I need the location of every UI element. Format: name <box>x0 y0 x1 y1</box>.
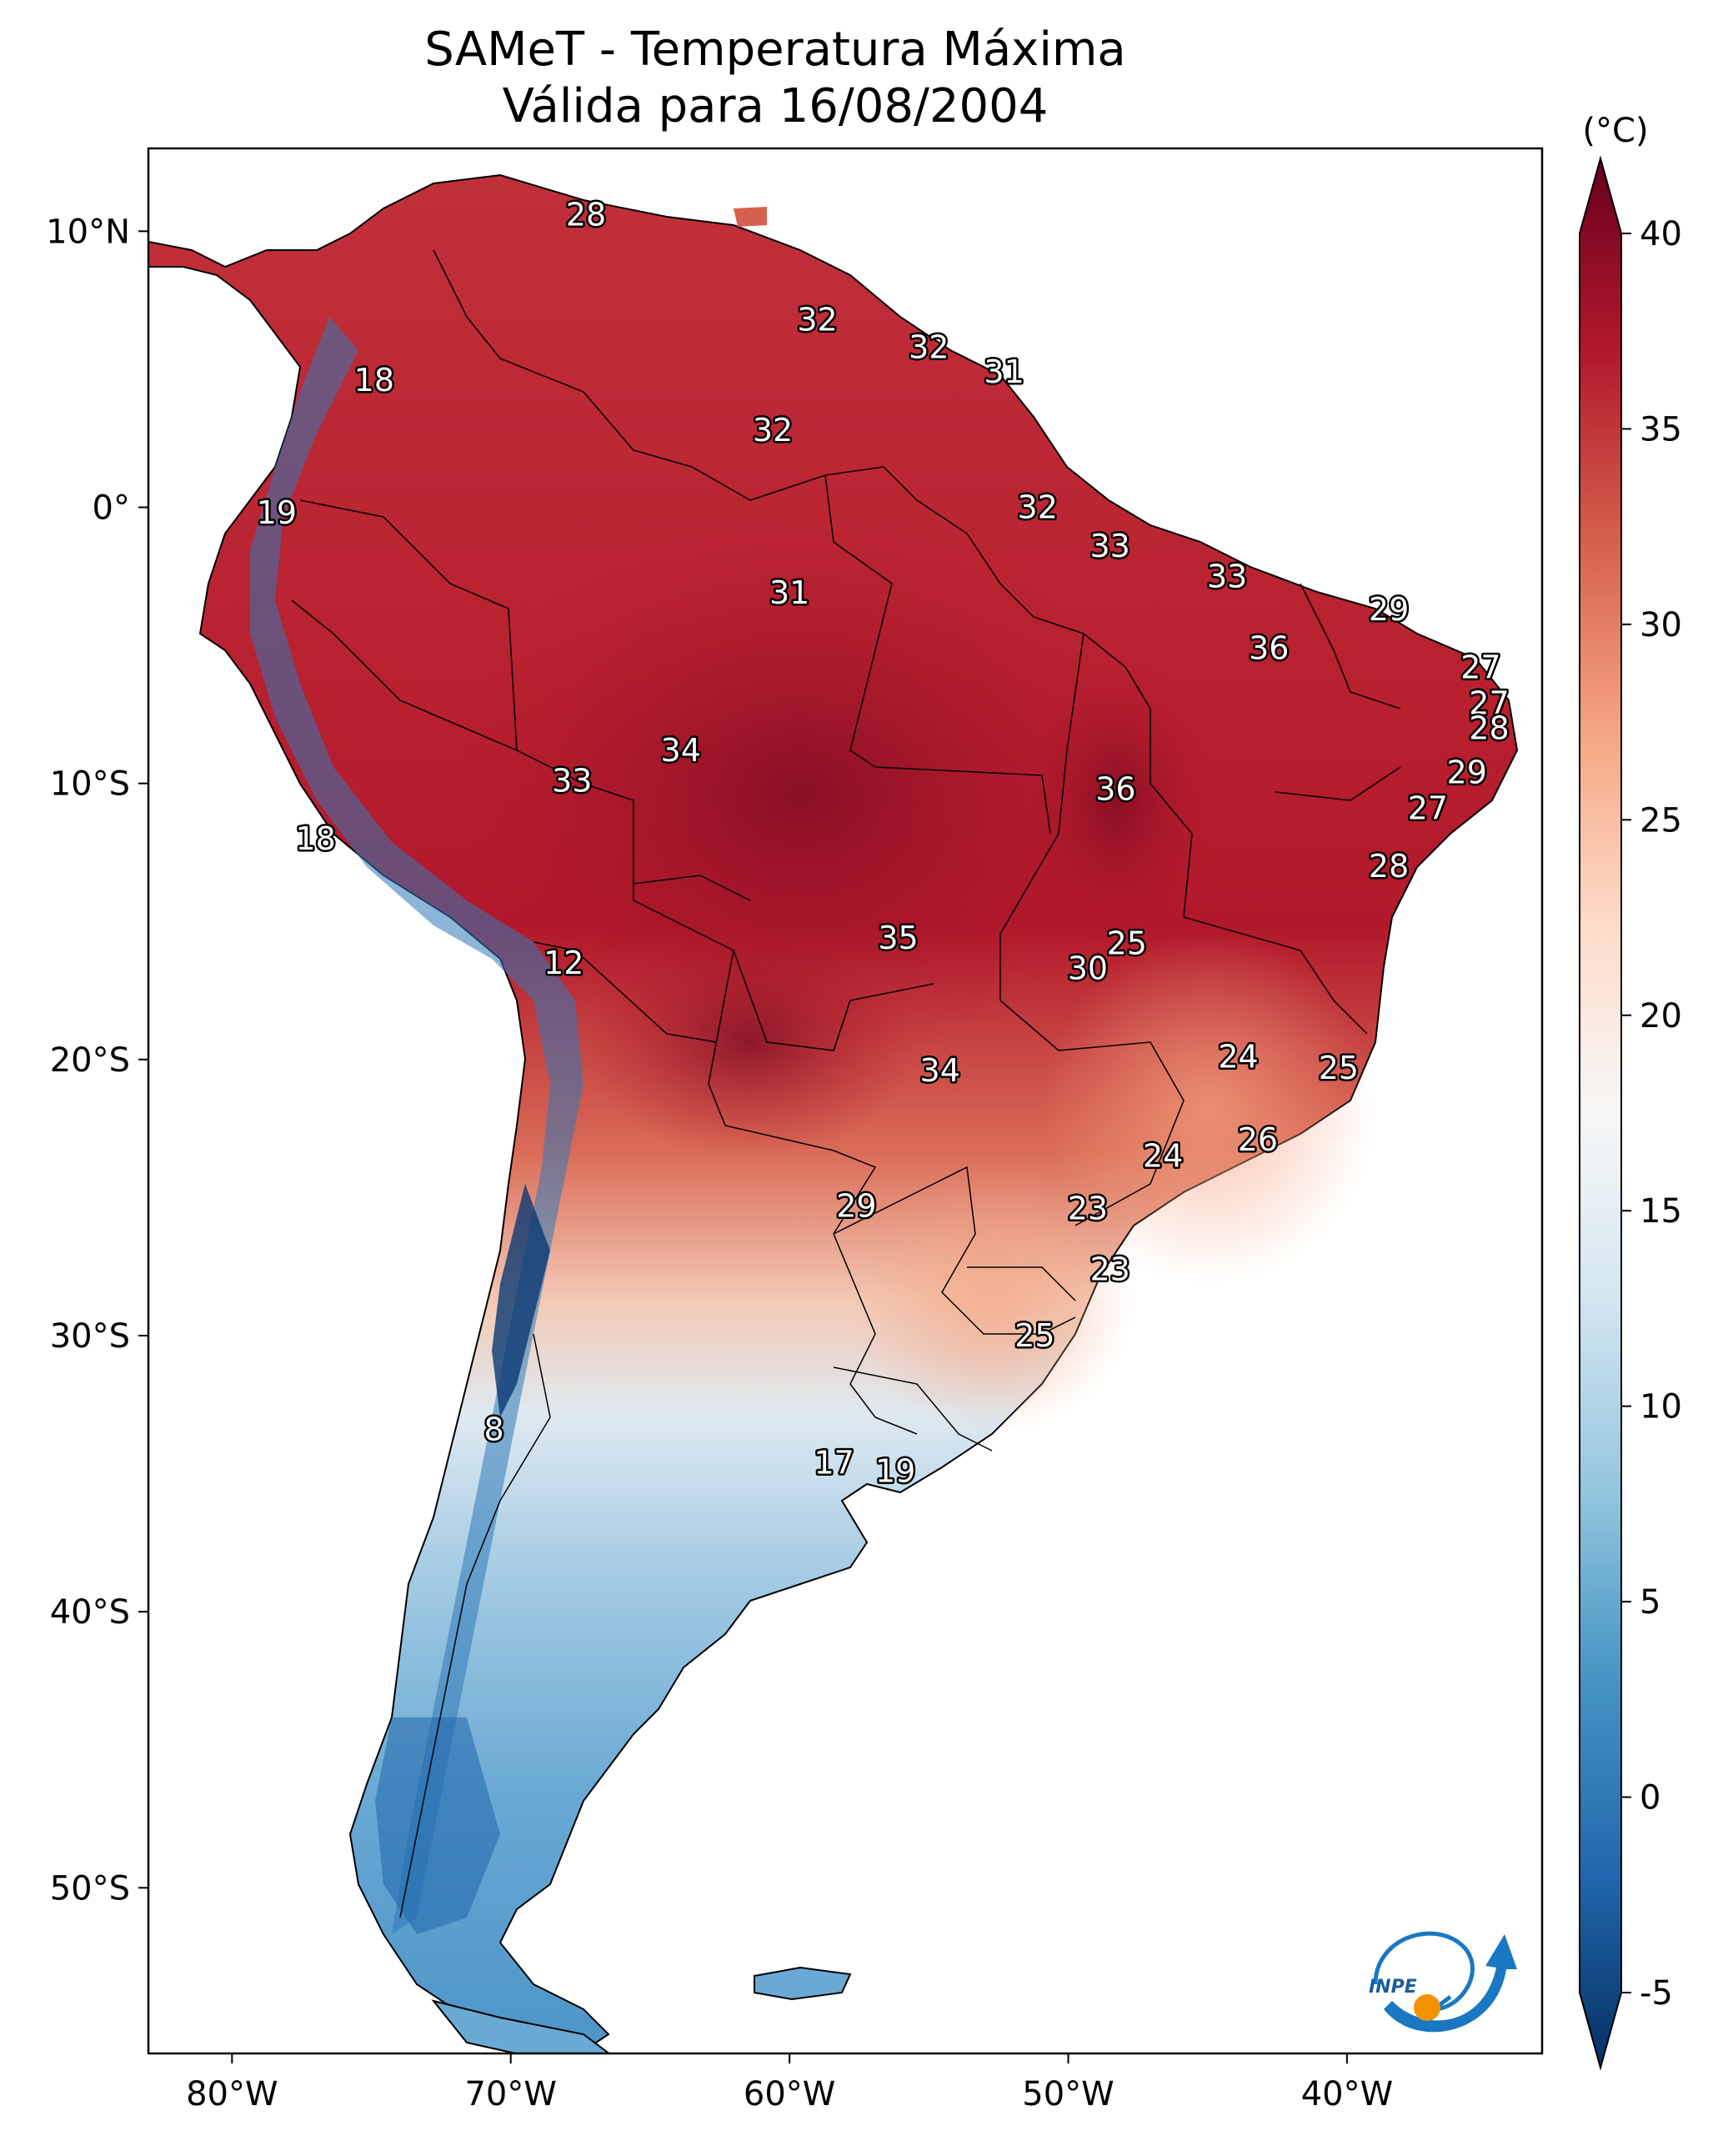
city-temperature-label: 32 <box>797 301 837 338</box>
city-temperature-label: 26 <box>1238 1121 1278 1158</box>
falkland-islands <box>754 1966 852 2001</box>
colorbar-tick-label: 30 <box>1640 606 1682 644</box>
map-subtitle: Válida para 16/08/2004 <box>502 79 1049 133</box>
city-temperature-label: 27 <box>1469 685 1509 722</box>
country-borders <box>291 249 1401 1918</box>
andes-cold-band <box>250 317 584 1934</box>
colorbar-tick-label: -5 <box>1640 1974 1673 2013</box>
city-temperature-label: 33 <box>1207 558 1247 594</box>
city-temperature-label: 25 <box>1014 1317 1054 1354</box>
amazon-hot-area <box>442 517 1159 1067</box>
city-temperature-label: 27 <box>1460 649 1500 686</box>
city-temperature-label: 34 <box>920 1052 960 1089</box>
colorbar-ticks: 40 35 30 25 20 15 10 5 0 -5 <box>1621 215 1682 2013</box>
map-title: SAMeT - Temperatura Máxima <box>424 23 1126 77</box>
southeast-mild-area <box>1042 934 1375 1284</box>
lon-tick-label: 40°W <box>1301 2075 1393 2113</box>
city-temperature-label: 28 <box>1369 848 1409 885</box>
colorbar-tick-label: 20 <box>1640 997 1682 1035</box>
city-temperature-label: 12 <box>543 945 584 981</box>
map-frame <box>147 147 1544 2055</box>
city-temperature-label: 24 <box>1218 1039 1258 1075</box>
lat-tick-label: 10°S <box>50 765 130 804</box>
chaco-hot-area <box>584 925 917 1159</box>
inpe-logo: INPE <box>1369 1931 1517 2033</box>
city-temperature-label: 25 <box>1107 925 1147 962</box>
colorbar-tick-label: 40 <box>1640 215 1682 253</box>
lat-tick-label: 40°S <box>50 1593 130 1632</box>
lon-tick-label: 50°W <box>1022 2075 1114 2113</box>
trinidad-island <box>734 207 767 227</box>
lat-tick-label: 10°N <box>46 213 130 251</box>
city-temperature-label: 32 <box>909 328 949 365</box>
city-temperature-label: 29 <box>836 1187 876 1224</box>
city-temperature-label: 24 <box>1143 1138 1183 1175</box>
colorbar-tick-label: 0 <box>1640 1779 1660 1818</box>
city-temperature-label: 33 <box>1090 528 1130 564</box>
andes-coldest-area <box>492 1184 550 1417</box>
logo-arrow-icon <box>1384 1934 1517 2033</box>
city-temperature-label: 23 <box>1068 1191 1108 1227</box>
tocantins-hot-area <box>1017 650 1217 950</box>
colorbar-tick-label: 10 <box>1640 1388 1682 1426</box>
city-temperature-label: 31 <box>769 574 809 611</box>
logo-text: INPE <box>1369 1977 1417 1998</box>
lat-tick-label: 20°S <box>50 1041 130 1080</box>
city-temperature-label: 33 <box>552 762 592 799</box>
city-temperature-label: 25 <box>1319 1050 1359 1086</box>
city-temperature-label: 27 <box>1408 790 1448 826</box>
city-temperature-label: 19 <box>257 494 297 531</box>
logo-orbit-icon <box>1373 1931 1475 2012</box>
city-temperature-label: 29 <box>1369 591 1409 628</box>
lat-tick-label: 50°S <box>50 1869 130 1908</box>
city-temperature-label: 34 <box>661 732 701 769</box>
colorbar-tick-label: 35 <box>1640 410 1682 449</box>
patagonia-cold-area <box>375 1717 500 1934</box>
city-temperature-label: 19 <box>875 1452 915 1489</box>
latitude-axis: 10°N 0° 10°S 20°S 30°S 40°S 50°S <box>46 213 148 1908</box>
map-layer <box>148 173 1519 2053</box>
city-temperature-label: 18 <box>354 362 394 399</box>
city-temperature-label: 29 <box>1447 754 1487 790</box>
city-temperature-label: 32 <box>1018 489 1058 526</box>
city-temperature-label: 18 <box>295 820 335 857</box>
city-temperature-label: 8 <box>484 1411 504 1448</box>
city-temperature-label: 36 <box>1095 770 1135 807</box>
city-temperature-label: 28 <box>566 196 606 233</box>
logo-sun-icon <box>1414 1994 1440 2021</box>
city-temperature-label: 32 <box>753 412 793 449</box>
colorbar: 40 35 30 25 20 15 10 5 0 -5 (°C) <box>1579 112 1682 2071</box>
lon-tick-label: 70°W <box>464 2075 556 2113</box>
lon-tick-label: 80°W <box>186 2075 278 2113</box>
colorbar-tick-label: 15 <box>1640 1192 1682 1231</box>
colorbar-tick-label: 25 <box>1640 801 1682 840</box>
longitude-axis: 80°W 70°W 60°W 50°W 40°W <box>186 2053 1393 2113</box>
city-temperature-label: 35 <box>878 920 918 956</box>
city-temperature-label: 30 <box>1068 950 1108 987</box>
city-temperature-label: 23 <box>1090 1251 1130 1288</box>
colorbar-tick-label: 5 <box>1640 1583 1660 1622</box>
city-temperature-label: 28 <box>1469 709 1509 746</box>
colorbar-unit-label: (°C) <box>1582 112 1648 150</box>
city-temperature-label: 31 <box>984 353 1024 390</box>
city-temperature-label: 17 <box>814 1444 854 1481</box>
city-temperature-label: 36 <box>1249 629 1289 666</box>
tierra-del-fuego <box>431 1999 611 2053</box>
lat-tick-label: 0° <box>93 489 130 528</box>
lat-tick-label: 30°S <box>50 1317 130 1356</box>
lon-tick-label: 60°W <box>744 2075 835 2113</box>
colorbar-body <box>1579 155 1622 2071</box>
south-mild-area <box>850 1167 1134 1434</box>
